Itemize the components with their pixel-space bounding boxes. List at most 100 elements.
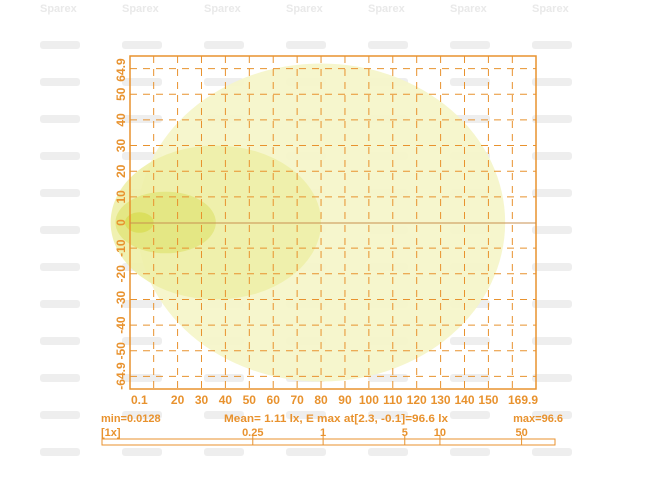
watermark-mark [532,263,572,271]
scale-levels: 0.25 1 5 10 50 [242,427,528,445]
x-tick-label: 120 [407,393,427,407]
watermark-mark [40,300,80,308]
x-tick-label: 20 [171,393,185,407]
x-tick-label: 110 [383,393,403,407]
y-tick-label: 0 [114,219,128,226]
y-tick-label: 40 [114,113,128,127]
y-tick-label: 50 [114,87,128,101]
watermark-mark [368,374,408,382]
watermark-mark [532,337,572,345]
watermark-mark [286,41,326,49]
watermark-mark [40,448,80,456]
x-tick-label: 50 [243,393,257,407]
watermark-mark [122,374,162,382]
watermark-mark [204,374,244,382]
watermark-mark [368,411,408,419]
watermark-mark [40,374,80,382]
watermark-text: Sparex [122,3,160,15]
watermark-mark [40,115,80,123]
watermark-mark [532,411,572,419]
watermark-text: Sparex [204,3,242,15]
x-tick-label: 0.1 [131,393,148,407]
watermark-mark [122,337,162,345]
scale-level-label: 1 [320,427,326,439]
watermark-mark [122,41,162,49]
watermark-mark [40,411,80,419]
watermark-text: Sparex [368,3,406,15]
watermark-mark [40,152,80,160]
y-tick-label: 10 [114,190,128,204]
watermark-mark [532,448,572,456]
y-tick-label: 64.9 [114,58,128,82]
watermark-mark [368,41,408,49]
y-tick-labels: 64.9 50 40 30 20 10 0 -10 -20 -30 -40 -50 -64.9 [114,58,128,390]
watermark-mark [450,411,490,419]
watermark-mark [40,226,80,234]
mean-label: Mean= 1.11 lx, E max at[2.3, -0.1]=96.6 … [224,413,449,425]
x-tick-label: 169.9 [508,393,538,407]
watermark-mark [40,337,80,345]
watermark-mark [532,374,572,382]
watermark-mark [122,448,162,456]
watermark-mark [450,78,490,86]
scale-level-label: 5 [402,427,408,439]
y-tick-label: -64.9 [114,362,128,390]
watermark-mark [122,78,162,86]
contour-1 [110,145,322,300]
y-tick-label: -20 [114,265,128,283]
watermark-text: Sparex [286,3,324,15]
grid-layer [130,56,536,389]
x-tick-label: 70 [290,393,304,407]
scale-multiplier-label: [1x] [101,427,121,439]
x-tick-label: 90 [338,393,352,407]
watermark-mark [532,300,572,308]
watermark-mark [450,41,490,49]
watermark-mark [122,152,162,160]
x-tick-label: 130 [431,393,451,407]
watermark-mark [450,374,490,382]
min-label: min=0.0128 [101,413,161,425]
watermark-text: Sparex [532,3,570,15]
x-tick-label: 100 [359,393,379,407]
watermark-mark [532,115,572,123]
scale-bar [101,438,556,446]
y-tick-label: 30 [114,139,128,153]
y-tick-label: -40 [114,316,128,334]
watermark-mark [204,448,244,456]
x-tick-label: 140 [454,393,474,407]
y-tick-label: -30 [114,290,128,308]
x-tick-label: 40 [219,393,233,407]
watermark-mark [122,411,162,419]
watermark-mark [532,152,572,160]
watermark-mark [286,411,326,419]
x-tick-label: 30 [195,393,209,407]
watermark-mark [40,189,80,197]
watermark-mark [122,300,162,308]
y-tick-label: -10 [114,239,128,257]
watermark-mark [368,448,408,456]
max-label: max=96.6 [513,413,563,425]
watermark-mark [204,411,244,419]
watermark-mark [40,263,80,271]
watermark-mark [532,189,572,197]
x-tick-label: 150 [478,393,498,407]
y-tick-label: -50 [114,342,128,360]
watermark-text: Sparex [450,3,488,15]
scale-level-label: 10 [434,427,446,439]
scale-level-label: 50 [515,427,527,439]
watermark-mark [450,337,490,345]
watermark-mark [450,448,490,456]
watermark-mark [286,448,326,456]
watermark-mark [40,41,80,49]
x-tick-label: 60 [267,393,281,407]
watermark-text: Sparex [40,3,78,15]
watermark-mark [122,115,162,123]
watermark-mark [532,78,572,86]
watermark-mark [40,78,80,86]
x-tick-labels: 0.1 20 30 40 50 60 70 80 90 100 110 120 130 140 150 169… [131,393,538,407]
y-tick-label: 20 [114,164,128,178]
watermark-mark [204,41,244,49]
x-tick-label: 80 [314,393,328,407]
watermark-mark [532,226,572,234]
